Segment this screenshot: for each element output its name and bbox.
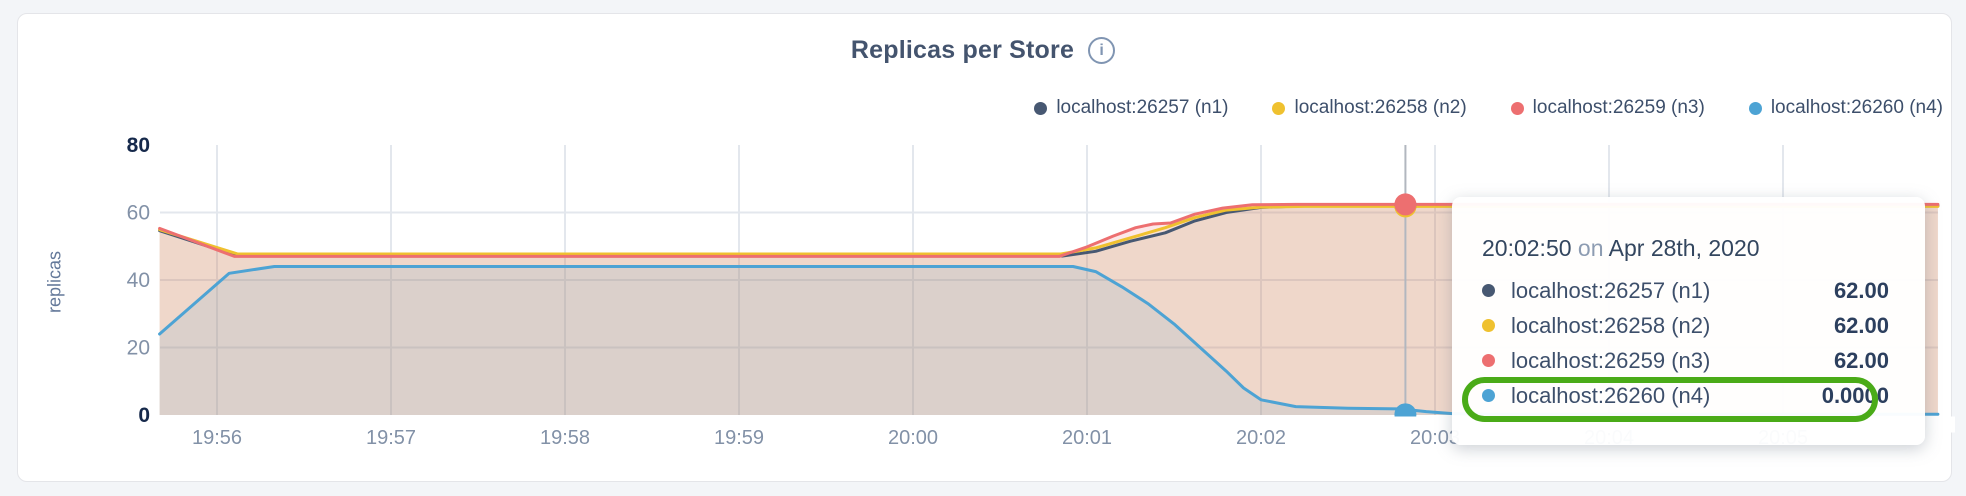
- series-line: [158, 204, 1940, 256]
- page-title: Replicas per Store: [850, 36, 1075, 64]
- tooltip-row-n4-highlighted: localhost:26260 (n4) 0.0000: [1482, 378, 1889, 413]
- legend-item-n4[interactable]: localhost:26260 (n4): [1748, 97, 1943, 119]
- series-dot-n3-icon: [1482, 354, 1495, 367]
- hover-tooltip: 20:02:50 on Apr 28th, 2020 localhost:262…: [1452, 197, 1925, 445]
- legend-label-n3: localhost:26259 (n3): [1532, 97, 1705, 118]
- x-tick-label: 20:02: [1236, 427, 1286, 449]
- legend-item-n3[interactable]: localhost:26259 (n3): [1510, 97, 1705, 119]
- legend-item-n1[interactable]: localhost:26257 (n1): [1034, 97, 1228, 119]
- legend-label-n2: localhost:26258 (n2): [1294, 97, 1467, 118]
- y-tick-label: 60: [127, 202, 150, 225]
- series-dot-n4-icon: [1748, 101, 1762, 115]
- legend-item-n2[interactable]: localhost:26258 (n2): [1272, 97, 1467, 119]
- x-tick-label: 19:59: [714, 427, 764, 449]
- series-line: [158, 202, 1940, 258]
- tooltip-row-n2: localhost:26258 (n2) 62.00: [1482, 308, 1889, 343]
- chart-header: Replicas per Store i: [0, 36, 1966, 65]
- series-dot-n1-icon: [1482, 284, 1495, 297]
- info-icon[interactable]: i: [1088, 37, 1116, 64]
- x-tick-label: 20:03: [1410, 427, 1460, 449]
- x-tick-label: 19:58: [540, 427, 590, 449]
- y-tick-label: 0: [138, 404, 150, 427]
- y-tick-label: 80: [127, 134, 150, 157]
- series-dot-n1-icon: [1034, 101, 1048, 115]
- series-dot-n3-icon: [1510, 101, 1524, 115]
- tooltip-row-n1: localhost:26257 (n1) 62.00: [1482, 273, 1889, 308]
- y-tick-label: 20: [127, 337, 150, 360]
- y-tick-label: 40: [127, 269, 150, 292]
- tooltip-row-n3: localhost:26259 (n3) 62.00: [1482, 343, 1889, 378]
- x-tick-label: 20:00: [888, 427, 938, 449]
- series-dot-n2-icon: [1272, 101, 1286, 115]
- x-tick-label: 19:57: [366, 427, 416, 449]
- series-dot-n4-icon: [1482, 389, 1495, 402]
- tooltip-timestamp: 20:02:50 on Apr 28th, 2020: [1482, 235, 1760, 261]
- chart-legend: localhost:26257 (n1) localhost:26258 (n2…: [1034, 97, 1943, 119]
- series-dot-n2-icon: [1482, 319, 1495, 332]
- hover-point-dot: [1394, 193, 1417, 216]
- series-line: [158, 265, 1940, 416]
- x-tick-label: 19:56: [192, 427, 242, 449]
- y-axis-title: replicas: [44, 250, 65, 314]
- series-area: [159, 266, 1938, 415]
- legend-label-n4: localhost:26260 (n4): [1770, 97, 1943, 118]
- x-tick-label: 20:01: [1062, 427, 1112, 449]
- legend-label-n1: localhost:26257 (n1): [1056, 97, 1229, 118]
